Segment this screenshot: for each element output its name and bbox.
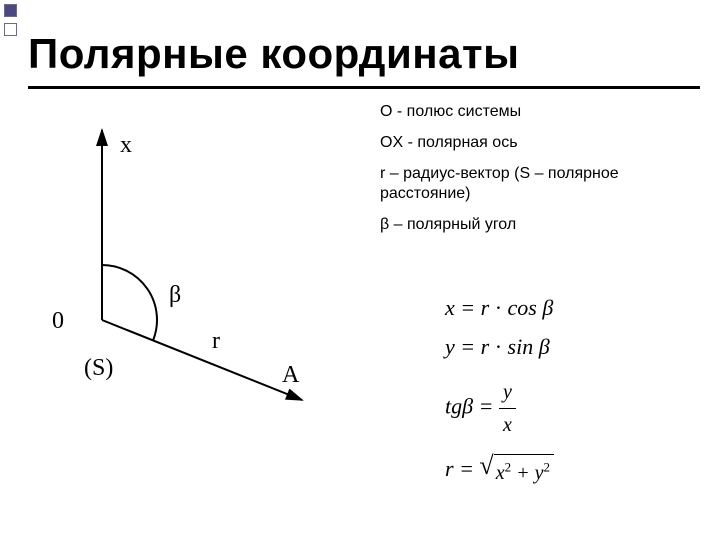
- title-area: Полярные координаты: [28, 30, 700, 89]
- bullet-empty: [4, 23, 17, 36]
- def-radius: r – радиус-вектор (S – полярное расстоян…: [380, 164, 700, 206]
- svg-text:r: r: [212, 328, 220, 354]
- page-title: Полярные координаты: [28, 30, 700, 78]
- svg-text:x: x: [120, 132, 132, 158]
- formula-block: x = r · cos β y = r · sin β tgβ = y x r …: [445, 290, 554, 493]
- slide: Полярные координаты O - полюс системы OX…: [0, 0, 720, 540]
- def-pole: O - полюс системы: [380, 102, 700, 123]
- corner-bullets: [4, 4, 17, 42]
- svg-text:A: A: [282, 362, 300, 388]
- svg-text:β: β: [169, 282, 181, 308]
- formula-x: x = r · cos β: [445, 290, 554, 325]
- polar-diagram: x β 0 (S) r A: [32, 110, 352, 420]
- formula-r: r = √ x2 + y2: [445, 451, 554, 488]
- formula-y: y = r · sin β: [445, 329, 554, 364]
- def-axis: OX - полярная ось: [380, 133, 700, 154]
- def-angle: β – полярный угол: [380, 215, 700, 236]
- svg-text:(S): (S): [84, 355, 113, 381]
- svg-text:0: 0: [52, 308, 64, 334]
- bullet-filled: [4, 4, 17, 17]
- diagram-svg: x β 0 (S) r A: [32, 110, 352, 420]
- definition-list: O - полюс системы OX - полярная ось r – …: [380, 102, 700, 246]
- formula-tg: tgβ = y x: [445, 376, 554, 441]
